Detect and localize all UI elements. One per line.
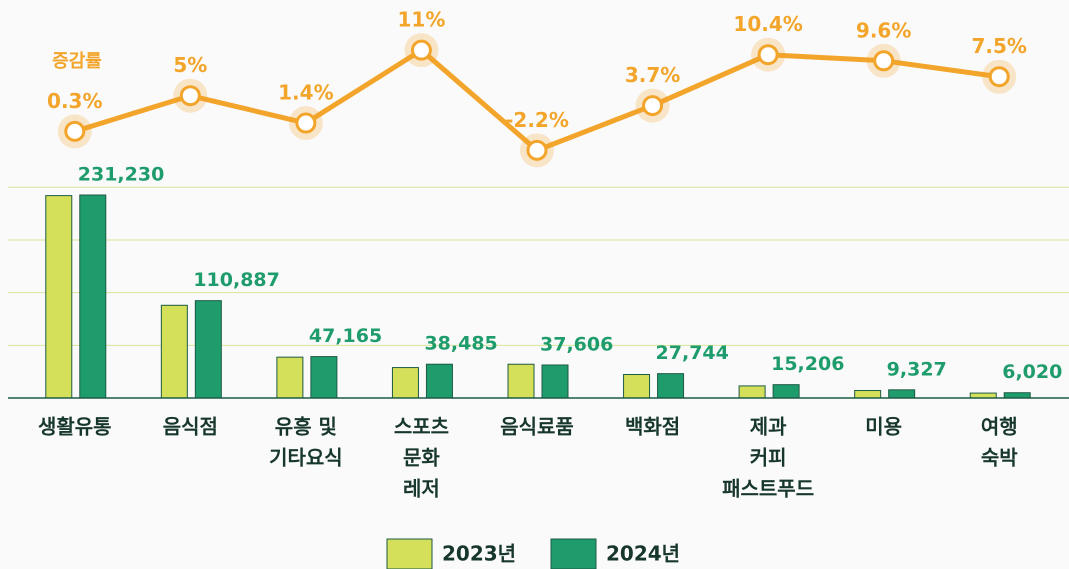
value-label: 1.4% [278, 81, 333, 105]
value-label: 7.5% [971, 34, 1026, 58]
bar [45, 195, 73, 399]
value-label: 11% [398, 8, 446, 32]
x-tick-label: 음식료품 [500, 415, 574, 439]
bar [657, 373, 685, 399]
x-tick-label: 레저 [403, 477, 440, 501]
point [757, 44, 779, 66]
value-label: 38,485 [424, 333, 497, 355]
value-label: 10.4% [733, 12, 802, 36]
point [526, 139, 548, 161]
legend-swatch [550, 538, 597, 569]
value-label: 9.6% [856, 18, 911, 42]
value-label: -2.2% [505, 108, 569, 132]
value-label: 110,887 [193, 269, 280, 291]
value-label: 27,744 [656, 342, 729, 364]
x-tick-label: 문화 [403, 446, 440, 470]
bar [391, 367, 419, 399]
value-label: 6,020 [1002, 361, 1062, 383]
legend-label: 2024년 [606, 542, 680, 566]
bar [194, 300, 222, 399]
x-tick-label: 제과 [750, 415, 787, 439]
bar [854, 390, 882, 399]
x-tick-label: 패스트푸드 [722, 477, 814, 501]
value-label: 15,206 [771, 353, 844, 375]
value-label: 0.3% [47, 89, 102, 113]
point [873, 50, 895, 72]
x-tick-label: 생활유통 [38, 415, 112, 439]
value-label: 37,606 [540, 333, 613, 355]
point [64, 120, 86, 142]
bar [310, 356, 338, 399]
point [988, 66, 1010, 88]
bar [738, 385, 766, 399]
bar [160, 304, 188, 399]
value-label: 47,165 [309, 325, 382, 347]
x-tick-label: 미용 [865, 415, 902, 439]
bar [1003, 392, 1031, 399]
point [179, 85, 201, 107]
x-tick-label: 여행 [981, 415, 1018, 439]
point [410, 39, 432, 61]
bar [888, 389, 916, 399]
point [642, 95, 664, 117]
point [295, 112, 317, 134]
bar [541, 364, 569, 399]
legend-label: 2023년 [442, 542, 516, 566]
bar [79, 194, 107, 399]
value-label: 5% [173, 53, 207, 77]
bar [425, 363, 453, 399]
x-tick-label: 백화점 [625, 415, 680, 439]
x-tick-label: 커피 [750, 446, 787, 470]
value-label: 231,230 [78, 164, 165, 186]
x-tick-label: 숙박 [981, 446, 1018, 470]
x-tick-label: 기타요식 [269, 446, 343, 470]
value-label: 3.7% [625, 63, 680, 87]
bar [623, 374, 651, 399]
bar [772, 384, 800, 399]
bar [276, 356, 304, 399]
legend-swatch [386, 538, 433, 569]
x-tick-label: 유흥 및 [275, 415, 337, 439]
x-tick-label: 음식점 [163, 415, 218, 439]
series-label: 증감률 [52, 51, 102, 72]
value-label: 9,327 [887, 358, 947, 380]
bar [507, 363, 535, 399]
x-tick-label: 스포츠 [394, 415, 449, 439]
